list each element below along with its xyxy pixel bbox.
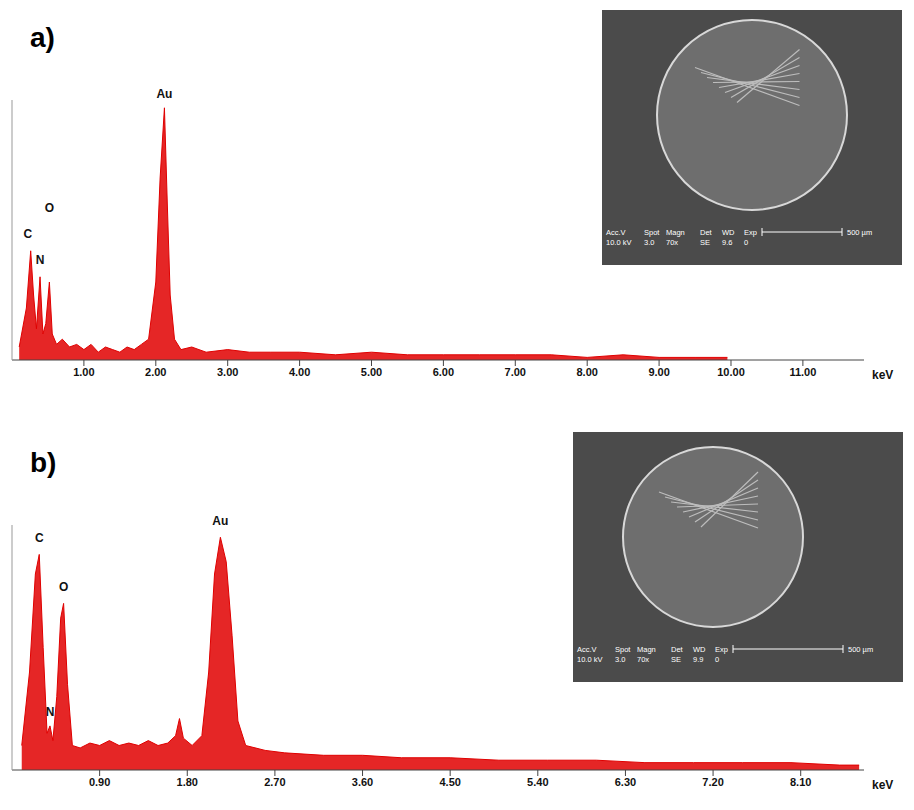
svg-text:7.00: 7.00 — [505, 366, 526, 378]
svg-text:Det: Det — [671, 645, 684, 654]
svg-text:70x: 70x — [637, 655, 649, 664]
svg-text:11.00: 11.00 — [789, 366, 816, 378]
svg-text:2.70: 2.70 — [264, 776, 285, 788]
svg-text:Spot: Spot — [644, 228, 660, 237]
svg-text:500 µm: 500 µm — [847, 228, 872, 237]
svg-text:3.00: 3.00 — [217, 366, 238, 378]
svg-text:5.00: 5.00 — [361, 366, 382, 378]
svg-text:7.20: 7.20 — [702, 776, 723, 788]
svg-text:O: O — [59, 580, 68, 594]
svg-text:9.9: 9.9 — [693, 655, 703, 664]
svg-text:0.90: 0.90 — [89, 776, 110, 788]
svg-text:10.0 kV: 10.0 kV — [606, 238, 631, 247]
svg-text:SE: SE — [700, 238, 710, 247]
svg-text:keV: keV — [872, 368, 893, 382]
svg-text:Det: Det — [700, 228, 713, 237]
svg-text:3.0: 3.0 — [644, 238, 654, 247]
svg-text:WD: WD — [722, 228, 735, 237]
svg-text:6.30: 6.30 — [615, 776, 636, 788]
svg-text:3.60: 3.60 — [352, 776, 373, 788]
svg-text:2.00: 2.00 — [145, 366, 166, 378]
html-text:b): b) — [30, 447, 57, 478]
svg-text:keV: keV — [872, 778, 893, 792]
svg-text:Exp: Exp — [715, 645, 728, 654]
svg-text:10.00: 10.00 — [717, 366, 745, 378]
svg-text:500 µm: 500 µm — [848, 645, 873, 654]
svg-text:SE: SE — [671, 655, 681, 664]
svg-text:4.00: 4.00 — [289, 366, 310, 378]
svg-text:WD: WD — [693, 645, 706, 654]
svg-text:8.10: 8.10 — [790, 776, 811, 788]
svg-text:Au: Au — [212, 514, 228, 528]
svg-text:Acc.V: Acc.V — [577, 645, 597, 654]
svg-text:0: 0 — [744, 238, 748, 247]
svg-text:10.0 kV: 10.0 kV — [577, 655, 602, 664]
svg-text:9.00: 9.00 — [648, 366, 669, 378]
svg-text:6.00: 6.00 — [433, 366, 454, 378]
svg-text:Spot: Spot — [615, 645, 631, 654]
svg-text:8.00: 8.00 — [576, 366, 597, 378]
svg-text:1.80: 1.80 — [177, 776, 198, 788]
svg-text:Au: Au — [156, 87, 172, 101]
svg-text:4.50: 4.50 — [439, 776, 460, 788]
svg-text:Acc.V: Acc.V — [606, 228, 626, 237]
svg-text:C: C — [23, 227, 32, 241]
svg-text:Exp: Exp — [744, 228, 757, 237]
html-text:a): a) — [30, 22, 55, 53]
svg-text:N: N — [46, 705, 55, 719]
svg-text:N: N — [36, 253, 45, 267]
svg-text:3.0: 3.0 — [615, 655, 625, 664]
svg-text:C: C — [35, 531, 44, 545]
svg-text:5.40: 5.40 — [527, 776, 548, 788]
svg-text:O: O — [45, 201, 54, 215]
svg-text:70x: 70x — [666, 238, 678, 247]
svg-text:1.00: 1.00 — [73, 366, 94, 378]
svg-text:Magn: Magn — [666, 228, 685, 237]
svg-text:9.6: 9.6 — [722, 238, 732, 247]
svg-text:0: 0 — [715, 655, 719, 664]
svg-text:Magn: Magn — [637, 645, 656, 654]
